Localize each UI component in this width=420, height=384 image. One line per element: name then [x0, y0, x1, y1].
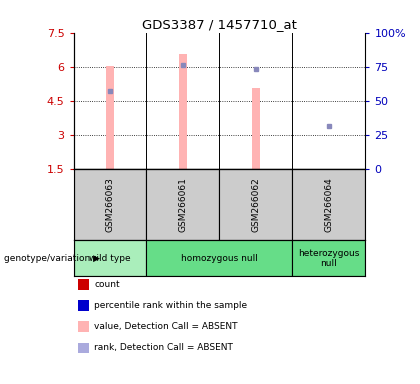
Bar	[292, 169, 365, 240]
Bar	[74, 240, 147, 276]
Bar	[147, 240, 292, 276]
Bar	[105, 66, 114, 169]
Text: heterozygous
null: heterozygous null	[298, 248, 360, 268]
Bar	[178, 54, 187, 169]
Text: rank, Detection Call = ABSENT: rank, Detection Call = ABSENT	[94, 343, 234, 353]
Bar	[220, 169, 292, 240]
Text: homozygous null: homozygous null	[181, 254, 258, 263]
Text: GSM266064: GSM266064	[324, 177, 333, 232]
Text: GSM266061: GSM266061	[178, 177, 187, 232]
Text: count: count	[94, 280, 120, 289]
Bar	[147, 169, 220, 240]
Bar	[74, 169, 147, 240]
Text: percentile rank within the sample: percentile rank within the sample	[94, 301, 248, 310]
Text: GSM266063: GSM266063	[105, 177, 115, 232]
Bar	[252, 88, 260, 169]
Bar	[292, 240, 365, 276]
Text: genotype/variation ▶: genotype/variation ▶	[4, 254, 100, 263]
Text: GSM266062: GSM266062	[252, 177, 260, 232]
Text: wild type: wild type	[89, 254, 131, 263]
Title: GDS3387 / 1457710_at: GDS3387 / 1457710_at	[142, 18, 297, 31]
Text: value, Detection Call = ABSENT: value, Detection Call = ABSENT	[94, 322, 238, 331]
